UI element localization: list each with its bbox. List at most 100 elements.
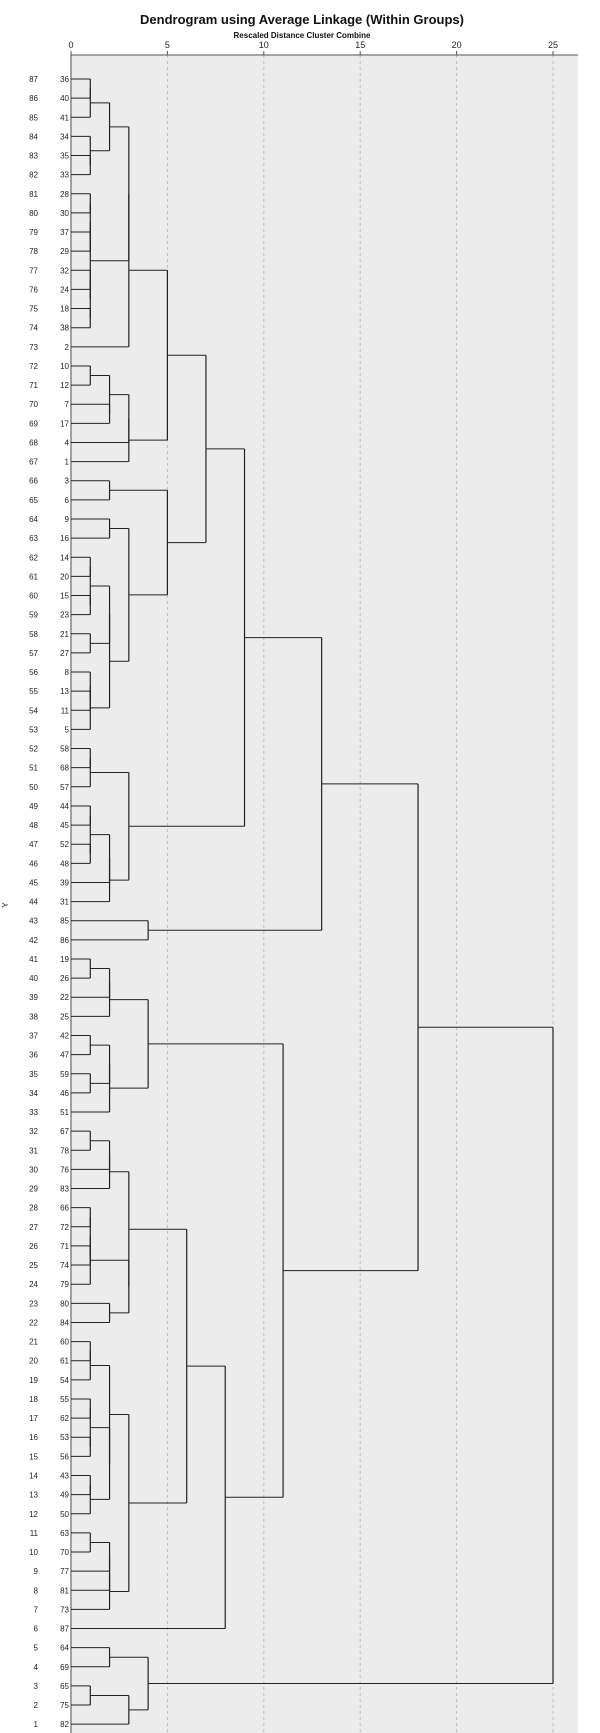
x-axis: 0 5 10 15 20 25 (68, 40, 578, 1733)
case-label: 79 (60, 1280, 69, 1289)
y-position-label: 14 (29, 1471, 38, 1480)
case-label: 58 (60, 745, 69, 754)
y-position-label: 22 (29, 1318, 38, 1327)
y-position-label: 25 (29, 1261, 38, 1270)
case-label: 7 (65, 400, 70, 409)
y-position-label: 69 (29, 419, 38, 428)
case-label: 44 (60, 802, 69, 811)
case-label: 61 (60, 1357, 69, 1366)
case-label: 28 (60, 190, 69, 199)
chart-title: Dendrogram using Average Linkage (Within… (140, 12, 464, 27)
case-label: 81 (60, 1586, 69, 1595)
y-position-label: 63 (29, 534, 38, 543)
y-position-label: 44 (29, 898, 38, 907)
y-position-label: 42 (29, 936, 38, 945)
case-label: 2 (65, 343, 70, 352)
case-label: 1 (65, 458, 70, 467)
y-position-label: 24 (29, 1280, 38, 1289)
case-label: 80 (60, 1299, 69, 1308)
y-position-label: 8 (34, 1586, 39, 1595)
y-position-label: 58 (29, 630, 38, 639)
case-label: 39 (60, 878, 69, 887)
x-tick-label: 5 (165, 40, 170, 50)
case-label: 31 (60, 898, 69, 907)
y-position-label: 18 (29, 1395, 38, 1404)
case-label: 12 (60, 381, 69, 390)
case-label: 60 (60, 1338, 69, 1347)
y-position-label: 74 (29, 324, 38, 333)
case-label: 6 (65, 496, 70, 505)
case-label: 57 (60, 783, 69, 792)
case-label: 41 (60, 113, 69, 122)
y-position-label: 40 (29, 974, 38, 983)
y-position-label: 21 (29, 1338, 38, 1347)
dendrogram-links (71, 78, 554, 1725)
y-position-label: 27 (29, 1223, 38, 1232)
case-label: 67 (60, 1127, 69, 1136)
y-position-label: 62 (29, 553, 38, 562)
y-position-label: 34 (29, 1089, 38, 1098)
case-label: 26 (60, 974, 69, 983)
y-position-label: 17 (29, 1414, 38, 1423)
case-label: 63 (60, 1529, 69, 1538)
y-position-label: 53 (29, 725, 38, 734)
case-label: 9 (65, 515, 70, 524)
case-label: 3 (65, 477, 70, 486)
case-label: 46 (60, 1089, 69, 1098)
y-position-label: 35 (29, 1070, 38, 1079)
y-position-label: 49 (29, 802, 38, 811)
y-position-label: 9 (34, 1567, 39, 1576)
case-label: 42 (60, 1032, 69, 1041)
y-position-label: 16 (29, 1433, 38, 1442)
y-position-label: 33 (29, 1108, 38, 1117)
y-position-label: 50 (29, 783, 38, 792)
y-position-label: 54 (29, 706, 38, 715)
case-label: 86 (60, 936, 69, 945)
y-position-label: 70 (29, 400, 38, 409)
y-position-label: 26 (29, 1242, 38, 1251)
case-label: 53 (60, 1433, 69, 1442)
y-position-label: 64 (29, 515, 38, 524)
y-position-label: 20 (29, 1357, 38, 1366)
y-position-label: 29 (29, 1185, 38, 1194)
y-position-label: 84 (29, 132, 38, 141)
y-position-label: 5 (34, 1644, 39, 1653)
y-position-label: 81 (29, 190, 38, 199)
case-label: 13 (60, 687, 69, 696)
y-position-label: 77 (29, 266, 38, 275)
y-position-label: 80 (29, 209, 38, 218)
case-label: 32 (60, 266, 69, 275)
case-label: 78 (60, 1146, 69, 1155)
case-label: 72 (60, 1223, 69, 1232)
case-label: 15 (60, 592, 69, 601)
case-label: 75 (60, 1701, 69, 1710)
y-position-label: 48 (29, 821, 38, 830)
case-label: 36 (60, 75, 69, 84)
y-position-label: 45 (29, 878, 38, 887)
case-label: 16 (60, 534, 69, 543)
y-position-label: 66 (29, 477, 38, 486)
y-position-label: 76 (29, 285, 38, 294)
y-position-label: 61 (29, 572, 38, 581)
y-position-label: 10 (29, 1548, 38, 1557)
y-position-label: 87 (29, 75, 38, 84)
x-tick-label: 20 (452, 40, 462, 50)
case-label: 45 (60, 821, 69, 830)
case-label: 84 (60, 1318, 69, 1327)
y-position-label: 68 (29, 438, 38, 447)
y-position-label: 85 (29, 113, 38, 122)
case-label: 20 (60, 572, 69, 581)
y-position-label: 67 (29, 458, 38, 467)
case-label: 77 (60, 1567, 69, 1576)
case-label: 66 (60, 1204, 69, 1213)
y-position-label: 7 (34, 1605, 39, 1614)
y-position-label: 52 (29, 745, 38, 754)
case-label: 5 (65, 725, 70, 734)
y-position-label: 30 (29, 1165, 38, 1174)
case-label: 30 (60, 209, 69, 218)
case-label: 24 (60, 285, 69, 294)
y-position-label: 15 (29, 1452, 38, 1461)
y-position-label: 51 (29, 764, 38, 773)
y-position-label: 75 (29, 305, 38, 314)
y-position-label: 82 (29, 171, 38, 180)
